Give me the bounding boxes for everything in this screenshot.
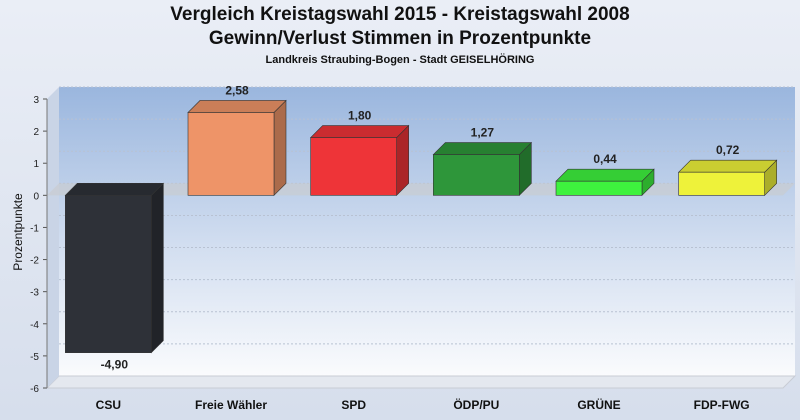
- y-tick-label: -4: [30, 320, 39, 331]
- y-tick-label: 1: [33, 159, 39, 170]
- data-label: 2,58: [225, 83, 249, 97]
- data-label: 1,27: [471, 126, 495, 140]
- y-axis-label: Prozentpunkte: [11, 193, 25, 271]
- data-label: 0,72: [716, 143, 740, 157]
- data-label: -4,90: [101, 358, 129, 372]
- y-tick-label: -5: [30, 352, 39, 363]
- x-tick-label: SPD: [341, 398, 366, 412]
- bar-fdp-fwg: [677, 159, 778, 197]
- bar-gr-ne: [555, 168, 655, 197]
- y-tick-label: 3: [33, 95, 39, 106]
- y-tick-label: -2: [30, 256, 39, 267]
- data-label: 1,80: [348, 109, 372, 123]
- plot-floor: [45, 375, 797, 389]
- plot-back-wall: [59, 87, 795, 376]
- data-label: 0,44: [593, 152, 617, 166]
- x-tick-label: CSU: [96, 398, 121, 412]
- chart-subtitle: Gewinn/Verlust Stimmen in Prozentpunkte: [208, 28, 592, 49]
- y-tick-label: -6: [30, 384, 39, 395]
- bar-freie-w-hler: [187, 99, 287, 197]
- chart-title: Vergleich Kreistagswahl 2015 - Kreistags…: [170, 4, 630, 25]
- y-tick-label: 0: [33, 191, 39, 202]
- chart-caption: Landkreis Straubing-Bogen - Stadt GEISEL…: [265, 54, 535, 66]
- x-tick-label: ÖDP/PU: [453, 397, 499, 412]
- plot-side-wall: [47, 87, 59, 388]
- bar-csu: [64, 182, 165, 354]
- bar-spd: [309, 124, 410, 197]
- y-tick-label: -3: [30, 288, 39, 299]
- x-tick-label: FDP-FWG: [694, 398, 750, 412]
- x-tick-label: GRÜNE: [577, 397, 620, 412]
- x-tick-label: Freie Wähler: [195, 398, 267, 412]
- y-tick-label: -1: [30, 223, 39, 234]
- y-tick-label: 2: [33, 127, 39, 138]
- bar--dp-pu: [432, 141, 533, 197]
